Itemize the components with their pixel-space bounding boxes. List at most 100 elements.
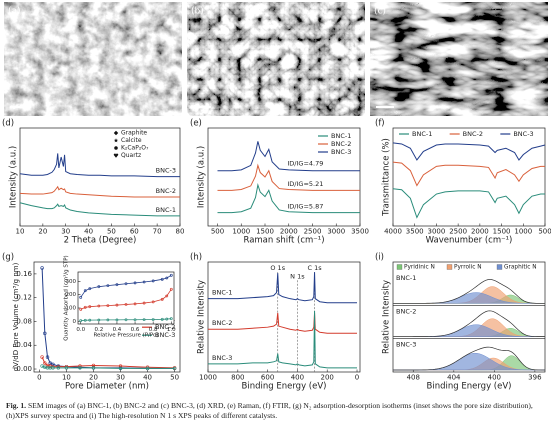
x-axis-label: Wavenumber (cm⁻¹)	[426, 236, 513, 246]
legend-label: BNC-3	[155, 331, 175, 339]
x-tick-label: 0.2	[94, 327, 103, 333]
series-line	[41, 365, 175, 369]
data-point	[43, 361, 47, 365]
series-line	[392, 161, 545, 187]
scale-bar	[376, 106, 394, 108]
phase-marker	[113, 130, 119, 136]
x-tick-label: 800	[231, 374, 244, 382]
envelope	[393, 279, 545, 304]
data-point	[169, 287, 173, 291]
x-tick-label: 3000	[428, 228, 446, 236]
data-point	[142, 280, 146, 284]
data-point	[40, 266, 44, 270]
legend-label: BNC-2	[155, 323, 175, 331]
annotation: C 1s	[307, 264, 322, 272]
x-tick-label: 1000	[514, 228, 532, 236]
legend-label: BNC-2	[331, 140, 351, 148]
phase-marker	[114, 146, 118, 150]
data-point	[43, 331, 47, 336]
data-point	[133, 302, 137, 306]
x-tick-label: 600	[261, 374, 274, 382]
series-line	[217, 183, 360, 214]
plot-frame	[33, 261, 181, 373]
x-tick-label: 408	[407, 374, 420, 382]
y-tick-label: 0.08	[16, 317, 32, 325]
x-tick-label: 2000	[471, 228, 489, 236]
sem-texture	[370, 2, 548, 116]
x-tick-label: 4000	[384, 228, 402, 236]
data-point	[79, 295, 83, 299]
data-point	[83, 318, 87, 322]
y-tick-label: 0	[73, 319, 77, 325]
series-line	[19, 185, 180, 198]
legend-label: Pyrrolic N	[454, 265, 482, 271]
data-point	[88, 318, 92, 322]
figure: (a) (b) (c) 10 20 30 40 50 60 70 80 2 Theta (Deg…	[2, 2, 551, 392]
series-line	[41, 356, 175, 369]
panel-label: (b)	[191, 7, 204, 17]
legend-label: BNC-1	[331, 132, 351, 140]
sample-label: BNC-3	[396, 341, 416, 349]
series-label: BNC-3	[156, 167, 176, 175]
data-point	[165, 294, 169, 298]
series-line	[208, 312, 358, 334]
panel-label: (c)	[374, 7, 386, 17]
data-point	[115, 318, 119, 322]
panel-label: (d)	[2, 119, 14, 129]
x-axis-label: Binding Energy (eV)	[242, 382, 327, 392]
data-point	[160, 317, 164, 321]
data-point	[91, 363, 96, 368]
y-axis-label: Quantity Adsorbed (cm³/g STP)	[63, 255, 70, 340]
data-point	[64, 366, 69, 370]
data-point	[97, 304, 101, 308]
x-tick-label: 40	[143, 374, 152, 382]
x-tick-label: 70	[153, 228, 162, 236]
data-point	[169, 273, 173, 277]
data-point	[165, 317, 169, 321]
panel-label: (i)	[375, 253, 384, 263]
data-point	[97, 285, 101, 289]
y-axis-label: Intensity (a.u.)	[9, 146, 19, 208]
x-tick-label: 20	[89, 374, 98, 382]
y-tick-label: 0.16	[16, 270, 32, 278]
legend-label: BNC-3	[331, 148, 351, 156]
x-tick-label: 500	[538, 228, 551, 236]
panel-label: (h)	[190, 253, 202, 263]
series-label: BNC-3	[212, 354, 232, 362]
x-tick-label: 404	[447, 374, 461, 382]
sem-texture	[187, 2, 365, 116]
data-point	[165, 276, 169, 280]
x-tick-label: 50	[170, 374, 179, 382]
data-point	[118, 366, 123, 371]
legend-label: BNC-1	[412, 130, 432, 138]
y-tick-label: 0.04	[16, 341, 32, 349]
x-tick-label: 0	[355, 374, 359, 382]
legend-swatch	[496, 264, 503, 270]
y-tick-label: 0.12	[16, 294, 32, 302]
x-tick-label: 30	[116, 374, 125, 382]
phase-marker	[113, 138, 119, 143]
data-point	[45, 355, 50, 359]
x-tick-label: 500	[211, 228, 224, 236]
series-line	[208, 310, 358, 369]
data-point	[106, 318, 110, 322]
plot-frame	[207, 261, 361, 373]
x-tick-label: 2500	[449, 228, 467, 236]
phase-legend-label: Graphite	[121, 130, 147, 137]
data-point	[40, 355, 44, 359]
envelope	[393, 346, 546, 371]
annotation: ID/IG=5.87	[287, 202, 323, 210]
plot-frame	[207, 127, 361, 227]
plot-frame	[392, 261, 546, 373]
data-point	[169, 317, 173, 321]
x-tick-label: 1500	[493, 228, 511, 236]
x-tick-label: 200	[321, 374, 334, 382]
sample-label: BNC-2	[396, 307, 416, 315]
x-axis-label: Binding Energy (eV)	[427, 382, 512, 392]
series-line	[19, 202, 180, 217]
series-line	[80, 318, 172, 322]
data-point	[51, 366, 55, 370]
data-point	[124, 318, 128, 322]
x-tick-label: 400	[488, 374, 501, 382]
x-tick-label: 1000	[232, 228, 250, 236]
